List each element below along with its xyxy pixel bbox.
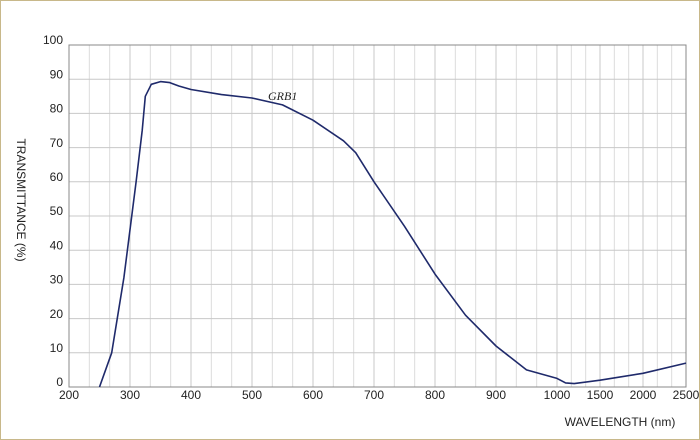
y-tick-label: 10: [50, 341, 64, 355]
y-tick-label: 30: [50, 273, 64, 287]
x-tick-label: 700: [364, 388, 384, 402]
y-tick-label: 60: [50, 170, 64, 184]
x-tick-label: 500: [242, 388, 262, 402]
x-tick-label: 300: [120, 388, 140, 402]
data-line: [98, 80, 687, 388]
y-tick-label: 70: [50, 136, 64, 150]
x-tick-label: 800: [425, 388, 445, 402]
y-tick-label: 50: [50, 204, 64, 218]
x-axis-label: WAVELENGTH (nm): [565, 415, 676, 429]
x-tick-label: 2500: [673, 388, 700, 402]
x-tick-label: 900: [486, 388, 506, 402]
y-tick-label: 100: [43, 33, 63, 47]
plot-border: [68, 44, 687, 388]
y-tick-label: 80: [50, 102, 64, 116]
y-tick-label: 20: [50, 307, 64, 321]
x-tick-label: 2000: [630, 388, 657, 402]
y-tick-label: 90: [50, 67, 64, 81]
y-axis-label: TRANSMITTANCE (%): [14, 138, 28, 261]
annotation: GRB1: [268, 89, 297, 103]
y-tick-label: 40: [50, 238, 64, 252]
y-tick-label: 0: [56, 375, 63, 389]
x-tick-label: 1000: [544, 388, 571, 402]
x-tick-label: 1500: [587, 388, 614, 402]
x-tick-label: 400: [181, 388, 201, 402]
x-tick-label: 600: [303, 388, 323, 402]
x-tick-label: 200: [59, 388, 79, 402]
